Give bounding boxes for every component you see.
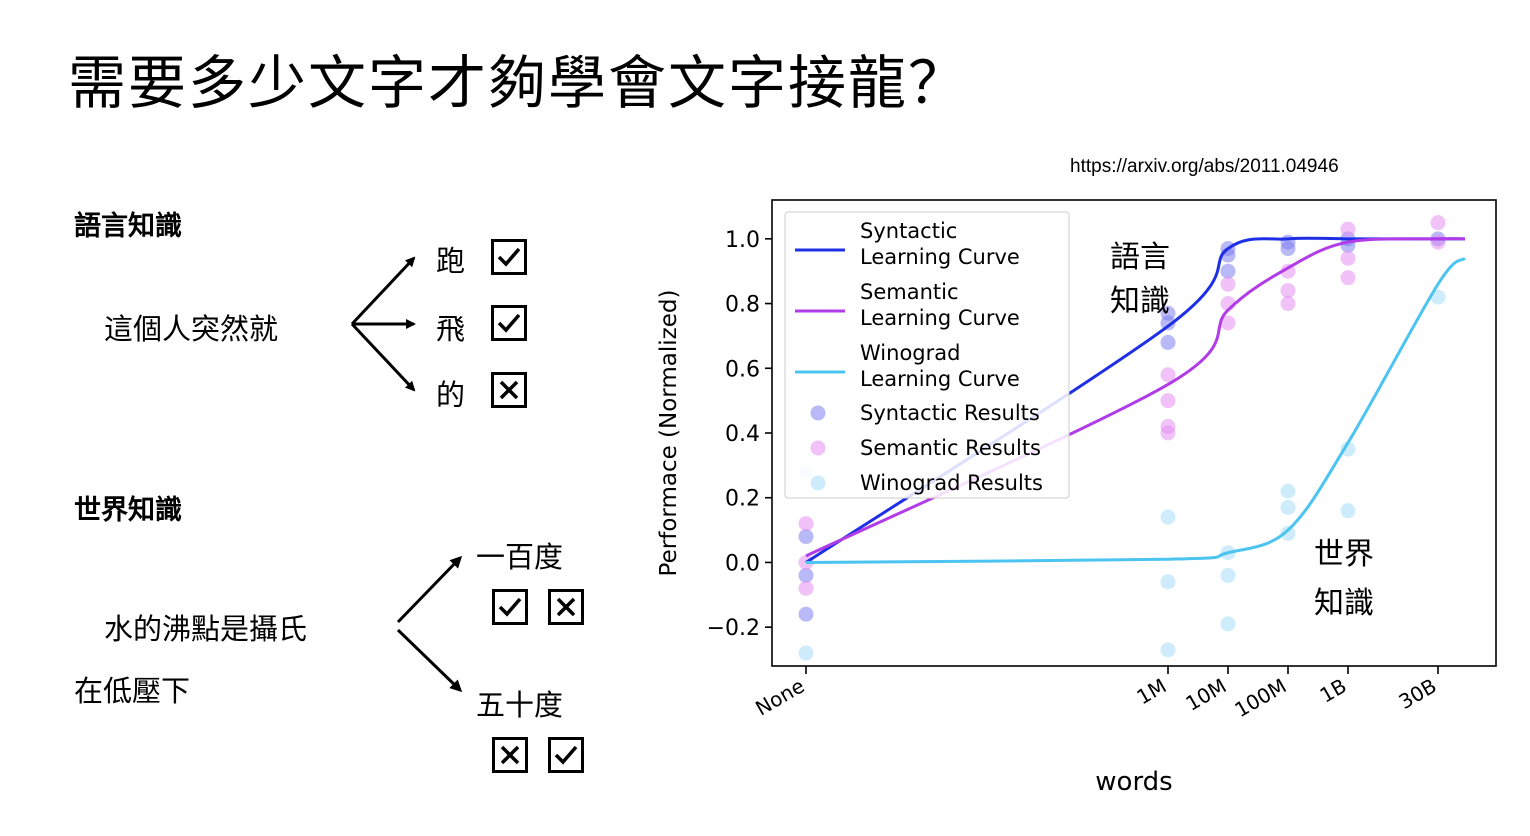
scatter-point <box>1280 283 1296 299</box>
scatter-point <box>1280 499 1296 515</box>
x-tick-label: 30B <box>1395 674 1441 714</box>
annotation-linguistic-line1: 語言 <box>1110 240 1170 275</box>
cross-icon <box>491 372 527 408</box>
option-word-3: 的 <box>436 378 466 412</box>
legend-label: Winograd Results <box>860 471 1043 495</box>
y-tick-label: 0.0 <box>725 551 760 576</box>
scatter-point <box>1340 270 1356 286</box>
legend-label: Syntactic Results <box>860 401 1040 425</box>
legend-dot-swatch <box>810 440 826 456</box>
legend-label: Learning Curve <box>860 306 1020 330</box>
scatter-point <box>1340 503 1356 519</box>
legend-label: Semantic <box>860 280 959 304</box>
y-axis-label: Performace (Normalized) <box>656 290 682 577</box>
annotation-world-line1: 世界 <box>1314 537 1374 572</box>
scatter-point <box>1280 296 1296 312</box>
y-tick-label: 0.6 <box>725 357 760 382</box>
scatter-point <box>1160 642 1176 658</box>
x-tick-label: 10M <box>1182 674 1231 716</box>
scatter-point <box>1430 289 1446 305</box>
scatter-point <box>798 580 814 596</box>
series-line <box>805 257 1467 564</box>
scatter-point <box>1160 393 1176 409</box>
scatter-point <box>1340 221 1356 237</box>
scatter-point <box>1220 315 1236 331</box>
slide-title: 需要多少文字才夠學會文字接龍？ <box>68 49 969 117</box>
arrow-up <box>350 256 416 326</box>
scatter-point <box>1160 425 1176 441</box>
annotation-world-line2: 知識 <box>1314 586 1374 621</box>
scatter-point <box>1160 509 1176 525</box>
cross-icon <box>548 589 584 625</box>
option-word-100: 一百度 <box>476 540 564 574</box>
annotation-linguistic-line2: 知識 <box>1110 284 1170 319</box>
linguistic-heading: 語言知識 <box>74 211 182 242</box>
scatter-point <box>1160 367 1176 383</box>
y-tick-label: 0.2 <box>725 487 760 512</box>
option-word-1: 跑 <box>436 244 466 278</box>
y-tick-label: 1.0 <box>725 228 760 253</box>
legend-dot-swatch <box>810 475 826 491</box>
scatter-point <box>1220 616 1236 632</box>
arrow-up <box>396 555 463 624</box>
scatter-point <box>1220 567 1236 583</box>
world-heading: 世界知識 <box>74 495 182 526</box>
scatter-point <box>1340 250 1356 266</box>
scatter-point <box>1430 215 1446 231</box>
arrow-down <box>350 322 416 392</box>
y-tick-label: −0.2 <box>707 616 760 641</box>
world-arrows <box>396 555 463 693</box>
scatter-point <box>798 529 814 545</box>
arrow-down <box>396 628 463 693</box>
legend-label: Winograd <box>860 341 960 365</box>
check-icon <box>491 239 527 275</box>
legend-label: Learning Curve <box>860 245 1020 269</box>
scatter-point <box>1430 234 1446 250</box>
check-icon <box>492 589 528 625</box>
option-word-2: 飛 <box>436 312 466 346</box>
linguistic-prompt: 這個人突然就 <box>104 312 279 346</box>
scatter-point <box>1160 334 1176 350</box>
x-axis-label: words <box>1095 767 1172 797</box>
scatter-point <box>1160 305 1176 321</box>
legend-dot-swatch <box>810 405 826 421</box>
x-tick-label: 1M <box>1133 674 1171 710</box>
legend-label: Learning Curve <box>860 367 1020 391</box>
cross-icon <box>492 737 528 773</box>
scatter-point <box>798 567 814 583</box>
scatter-point <box>1220 276 1236 292</box>
scatter-point <box>1160 574 1176 590</box>
scatter-point <box>1340 441 1356 457</box>
y-tick-label: 0.4 <box>725 422 760 447</box>
linguistic-arrows <box>350 256 416 392</box>
legend-label: Semantic Results <box>860 436 1041 460</box>
option-word-50: 五十度 <box>476 688 564 722</box>
legend-label: Syntactic <box>860 219 957 243</box>
scatter-point <box>798 645 814 661</box>
world-prompt-line1: 水的沸點是攝氏 <box>104 612 308 646</box>
world-prompt-line2: 在低壓下 <box>74 674 191 708</box>
check-icon <box>548 737 584 773</box>
scatter-point <box>1220 263 1236 279</box>
scatter-point <box>1280 234 1296 250</box>
y-tick-label: 0.8 <box>725 293 760 318</box>
check-icon <box>491 305 527 341</box>
x-tick-label: 1B <box>1316 674 1351 708</box>
scatter-point <box>1280 525 1296 541</box>
scatter-point <box>798 606 814 622</box>
scatter-point <box>1280 483 1296 499</box>
scatter-point <box>798 516 814 532</box>
x-tick-label: 100M <box>1230 674 1290 723</box>
x-tick-label: None <box>751 674 808 721</box>
source-url[interactable]: https://arxiv.org/abs/2011.04946 <box>1070 156 1339 177</box>
